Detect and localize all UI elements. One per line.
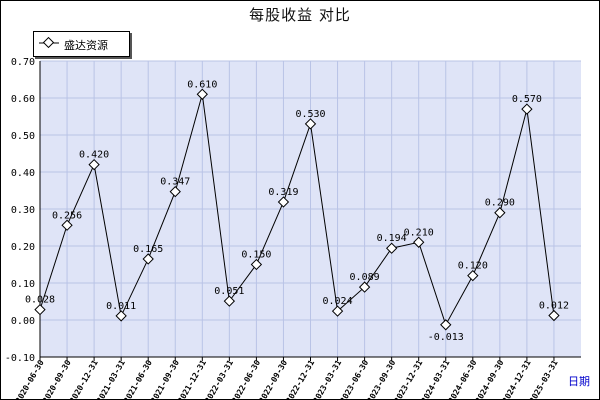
data-label: 0.089	[350, 272, 380, 283]
data-label: 0.530	[295, 109, 325, 120]
x-tick-label: 2021-09-30	[149, 358, 181, 400]
legend-label: 盛达资源	[64, 39, 108, 52]
y-tick-label: 0.10	[11, 279, 35, 290]
data-point	[385, 242, 398, 254]
x-tick-label: 2022-03-31	[203, 358, 235, 400]
x-tick-label: 2023-03-31	[311, 358, 343, 400]
y-tick-label: 0.00	[11, 316, 35, 327]
data-label: 0.024	[322, 296, 352, 307]
y-tick-label: -0.10	[5, 353, 35, 364]
data-label: 0.347	[160, 177, 190, 188]
data-label: 0.120	[458, 261, 488, 272]
data-point	[440, 319, 452, 331]
x-axis-label: 日期	[568, 375, 590, 388]
x-tick-label: 2022-06-30	[230, 358, 262, 400]
x-tick-label: 2023-06-30	[338, 358, 370, 400]
data-points	[34, 88, 560, 331]
x-tick-label: 2021-12-31	[176, 358, 208, 400]
x-tick-label: 2023-12-31	[393, 358, 425, 400]
data-point	[223, 295, 236, 307]
data-point	[34, 303, 46, 316]
x-tick-label: 2024-03-31	[420, 358, 452, 400]
data-point	[115, 310, 127, 322]
data-point	[548, 309, 560, 322]
y-tick-label: 0.40	[11, 168, 35, 179]
data-label: 0.570	[512, 94, 542, 105]
legend: 盛达资源	[33, 31, 130, 57]
data-point	[467, 269, 479, 282]
x-tick-label: 2020-06-30	[14, 358, 46, 400]
data-label: 0.165	[133, 244, 163, 255]
x-tick-label: 2024-12-31	[501, 358, 533, 400]
data-label: 0.610	[187, 79, 217, 90]
legend-marker-icon	[39, 36, 59, 49]
series-line	[39, 94, 555, 327]
x-tick-label: 2024-09-30	[474, 358, 506, 400]
y-tick-label: 0.70	[11, 57, 35, 68]
y-tick-label: 0.60	[11, 94, 35, 105]
data-point	[88, 158, 100, 171]
x-tick-label: 2023-09-30	[366, 358, 398, 400]
data-point	[494, 207, 506, 219]
data-label: 0.210	[404, 227, 434, 238]
data-point	[196, 88, 208, 100]
x-tick-label: 2024-06-30	[447, 358, 479, 400]
y-tick-label: 0.50	[11, 131, 35, 142]
chart-title: 每股收益 对比	[249, 6, 351, 24]
data-point	[331, 305, 344, 317]
data-point	[521, 103, 533, 115]
data-label: 0.051	[214, 286, 244, 297]
data-label: 0.420	[79, 150, 109, 161]
data-label: 0.290	[485, 198, 515, 209]
data-point	[169, 185, 181, 198]
data-label: 0.256	[52, 210, 82, 221]
data-point	[250, 258, 263, 271]
x-tick-label: 2020-09-30	[41, 358, 73, 400]
data-point	[277, 196, 290, 208]
data-point	[304, 118, 317, 130]
y-tick-label: 0.30	[11, 205, 35, 216]
x-tick-label: 2021-06-30	[122, 358, 154, 400]
x-tick-labels: 2020-06-302020-09-302020-12-312021-03-31…	[14, 358, 560, 400]
x-tick-label: 2025-03-31	[528, 358, 560, 400]
data-label: 0.194	[377, 233, 407, 244]
data-label: -0.013	[428, 332, 464, 343]
x-tick-label: 2022-12-31	[284, 358, 316, 400]
data-label: 0.011	[106, 301, 136, 312]
x-tick-label: 2020-12-31	[68, 358, 100, 400]
data-label: 0.028	[25, 295, 55, 306]
data-label: 0.150	[241, 250, 271, 261]
data-point	[413, 236, 425, 248]
y-tick-label: 0.20	[11, 242, 35, 253]
data-point	[142, 253, 154, 265]
data-point	[61, 219, 73, 231]
x-tick-label: 2021-03-31	[95, 358, 127, 400]
data-label: 0.319	[268, 187, 298, 198]
x-tick-label: 2022-09-30	[257, 358, 289, 400]
data-label: 0.012	[539, 301, 569, 312]
data-labels: 0.028 0.256 0.420 0.011 0.165 0.347 0.610 0.051…	[25, 79, 569, 343]
data-point	[358, 281, 371, 293]
series-polyline	[39, 94, 555, 327]
y-tick-labels: 0.70 0.60 0.50 0.40 0.30 0.20 0.10 0.00 -0.10	[5, 57, 35, 364]
